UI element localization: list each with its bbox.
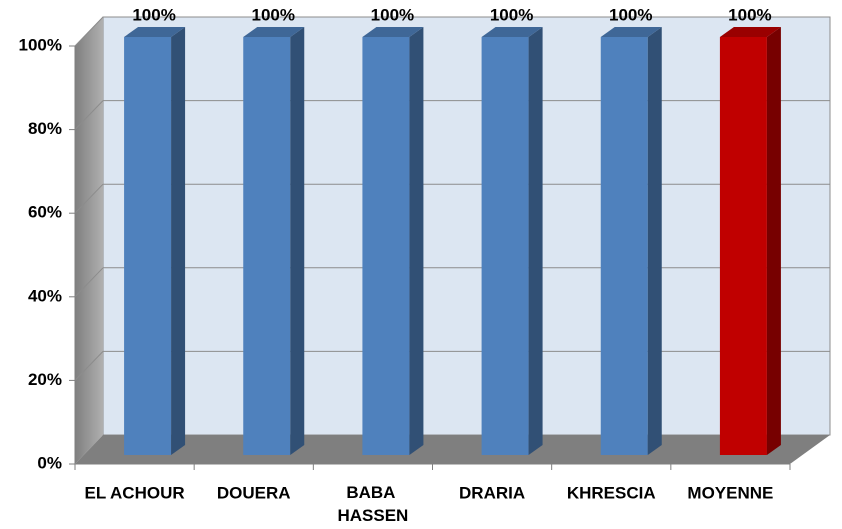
bar-side <box>528 27 543 455</box>
value-label: 100% <box>132 5 175 24</box>
bar-side <box>171 27 186 455</box>
value-label: 100% <box>252 5 295 24</box>
bar-top <box>124 27 186 37</box>
bar-side <box>647 27 662 455</box>
grid-line <box>74 100 104 130</box>
back-wall <box>102 16 831 436</box>
bar-front <box>600 37 648 455</box>
bar-top <box>362 27 424 37</box>
x-tick-label: DRARIA <box>459 483 525 502</box>
bar-top <box>243 27 305 37</box>
x-tick-label: EL ACHOUR <box>85 483 185 502</box>
grid-line <box>74 267 104 298</box>
value-label: 100% <box>371 5 414 24</box>
y-tick-label: 20% <box>28 370 62 389</box>
bar-side <box>409 27 424 455</box>
value-label: 100% <box>490 5 533 24</box>
bar-top <box>481 27 543 37</box>
y-tick-label: 60% <box>28 203 62 222</box>
x-tick-label: BABA HASSEN <box>337 483 408 525</box>
floor <box>75 435 830 464</box>
bar-side <box>290 27 305 455</box>
grid-line <box>74 16 104 47</box>
bar-front <box>719 37 767 455</box>
y-tick-label: 40% <box>28 286 62 305</box>
bar-top <box>719 27 781 37</box>
bar-top <box>600 27 662 37</box>
value-label: 100% <box>728 5 771 24</box>
bar-front <box>243 37 291 455</box>
y-tick-label: 100% <box>19 35 62 54</box>
y-tick-label: 0% <box>37 453 62 472</box>
bar-side <box>766 27 781 455</box>
value-label: 100% <box>609 5 652 24</box>
x-tick-label: KHRESCIA <box>567 483 656 502</box>
y-tick-label: 80% <box>28 119 62 138</box>
x-tick-label: DOUERA <box>217 483 291 502</box>
bar-front <box>481 37 529 455</box>
bar-front <box>362 37 410 455</box>
bar-front <box>124 37 172 455</box>
grid-line <box>74 351 104 381</box>
side-wall <box>75 17 103 464</box>
x-tick-label: MOYENNE <box>687 483 773 502</box>
grid-line <box>74 183 104 214</box>
